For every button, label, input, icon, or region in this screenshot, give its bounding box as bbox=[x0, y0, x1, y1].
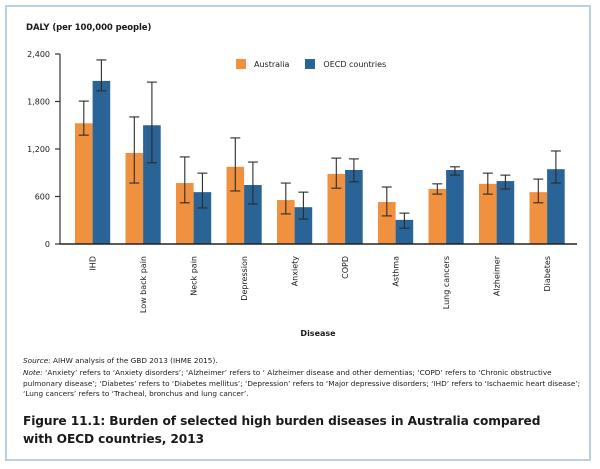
figure-notes: Source: AIHW analysis of the GBD 2013 (I… bbox=[23, 356, 583, 399]
y-tick-label: 2,400 bbox=[27, 50, 50, 59]
bar-australia bbox=[125, 152, 144, 244]
x-tick-label: Neck pain bbox=[190, 256, 199, 296]
y-axis-title: DALY (per 100,000 people) bbox=[26, 23, 152, 33]
x-tick-label: Anxiety bbox=[291, 256, 300, 287]
bar-oecd bbox=[143, 125, 161, 244]
bar-australia bbox=[176, 183, 194, 244]
x-tick-label: Depression bbox=[240, 256, 249, 301]
bar-oecd bbox=[446, 169, 464, 244]
x-tick-label: Diabetes bbox=[543, 256, 552, 292]
source-label: Source: bbox=[23, 356, 51, 365]
x-tick-label: Low back pain bbox=[139, 256, 148, 313]
bar-oecd bbox=[294, 207, 313, 244]
legend-label-australia: Australia bbox=[254, 59, 290, 69]
bar-australia bbox=[529, 192, 548, 244]
bar-oecd bbox=[547, 169, 565, 244]
bar-oecd bbox=[244, 185, 262, 244]
figure-title: Figure 11.1: Burden of selected high bur… bbox=[23, 414, 541, 446]
bar-australia bbox=[75, 123, 93, 244]
y-tick-label: 600 bbox=[35, 193, 50, 202]
x-tick-label: Asthma bbox=[392, 256, 401, 287]
x-tick-label: COPD bbox=[341, 256, 350, 279]
bar-oecd bbox=[92, 80, 111, 245]
error-bars bbox=[78, 59, 561, 229]
note-text: ‘Anxiety’ refers to ‘Anxiety disorders’;… bbox=[23, 368, 581, 398]
bar-australia bbox=[327, 173, 346, 244]
bar-oecd bbox=[193, 192, 212, 244]
bar-australia bbox=[277, 200, 295, 244]
bar-australia bbox=[428, 188, 447, 244]
legend-item-australia: Australia bbox=[236, 59, 289, 69]
y-tick-label: 1,800 bbox=[27, 98, 50, 107]
y-tick-label: 0 bbox=[45, 240, 50, 249]
y-tick-label: 1,200 bbox=[27, 145, 50, 154]
bar-oecd bbox=[496, 181, 515, 244]
y-axis: 0 600 1,200 1,800 2,400 bbox=[27, 50, 61, 249]
legend-item-oecd: OECD countries bbox=[305, 59, 386, 69]
note-line: Note: ‘Anxiety’ refers to ‘Anxiety disor… bbox=[23, 368, 583, 399]
bar-australia bbox=[378, 202, 396, 244]
legend-swatch-oecd bbox=[305, 59, 316, 69]
bar-australia bbox=[226, 166, 245, 244]
legend: Australia OECD countries bbox=[236, 59, 402, 69]
x-axis-title: Disease bbox=[300, 329, 336, 338]
bar-oecd bbox=[345, 169, 363, 244]
x-axis: IHD Low back pain Neck pain Depression Anxie… bbox=[60, 243, 577, 313]
x-tick-label: Lung cancers bbox=[442, 256, 451, 309]
legend-swatch-australia bbox=[236, 59, 246, 69]
legend-label-oecd: OECD countries bbox=[323, 59, 387, 69]
note-label: Note: bbox=[23, 368, 43, 378]
bar-australia bbox=[479, 183, 497, 244]
x-tick-label: IHD bbox=[89, 256, 98, 271]
bars bbox=[75, 80, 565, 245]
x-tick-label: Alzheimer bbox=[493, 255, 502, 296]
source-line: Source: AIHW analysis of the GBD 2013 (I… bbox=[23, 356, 583, 366]
source-text: AIHW analysis of the GBD 2013 (IHME 2015… bbox=[50, 356, 218, 365]
bar-oecd bbox=[395, 219, 414, 244]
